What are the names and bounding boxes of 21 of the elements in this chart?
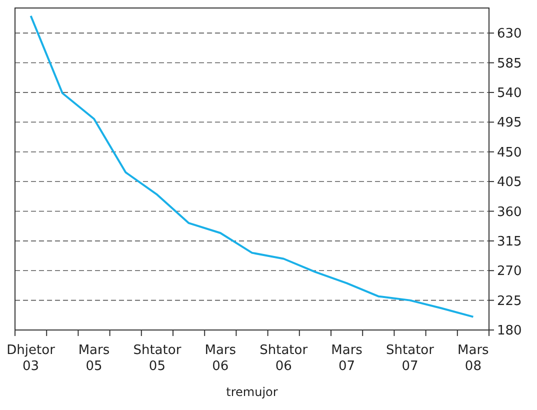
y-tick-label: 270: [497, 264, 522, 280]
x-tick-label: Shtator 07: [386, 343, 435, 374]
y-tick-label: 495: [497, 116, 522, 131]
y-tick-label: 180: [497, 324, 522, 339]
x-tick-label: Mars 06: [204, 343, 236, 374]
x-tick-label: Dhjetor 03: [6, 343, 56, 374]
y-tick-label: 630: [497, 26, 522, 42]
x-tick-label: Mars 05: [78, 343, 110, 374]
y-tick-label: 225: [497, 294, 522, 309]
x-axis-title: tremujor: [226, 385, 278, 399]
y-tick-label: 540: [497, 86, 522, 102]
y-tick-label: 360: [497, 204, 522, 220]
x-tick-label: Mars 07: [331, 343, 363, 374]
y-tick-label: 405: [497, 175, 522, 190]
x-tick-label: Shtator 05: [133, 343, 182, 374]
y-tick-label: 450: [497, 145, 522, 160]
line-series: [30, 14, 474, 318]
y-tick-label: 585: [497, 56, 522, 72]
y-tick-label: 315: [497, 234, 522, 250]
x-tick-label: Shtator 06: [260, 343, 308, 374]
x-tick-label: Mars 08: [458, 343, 490, 374]
